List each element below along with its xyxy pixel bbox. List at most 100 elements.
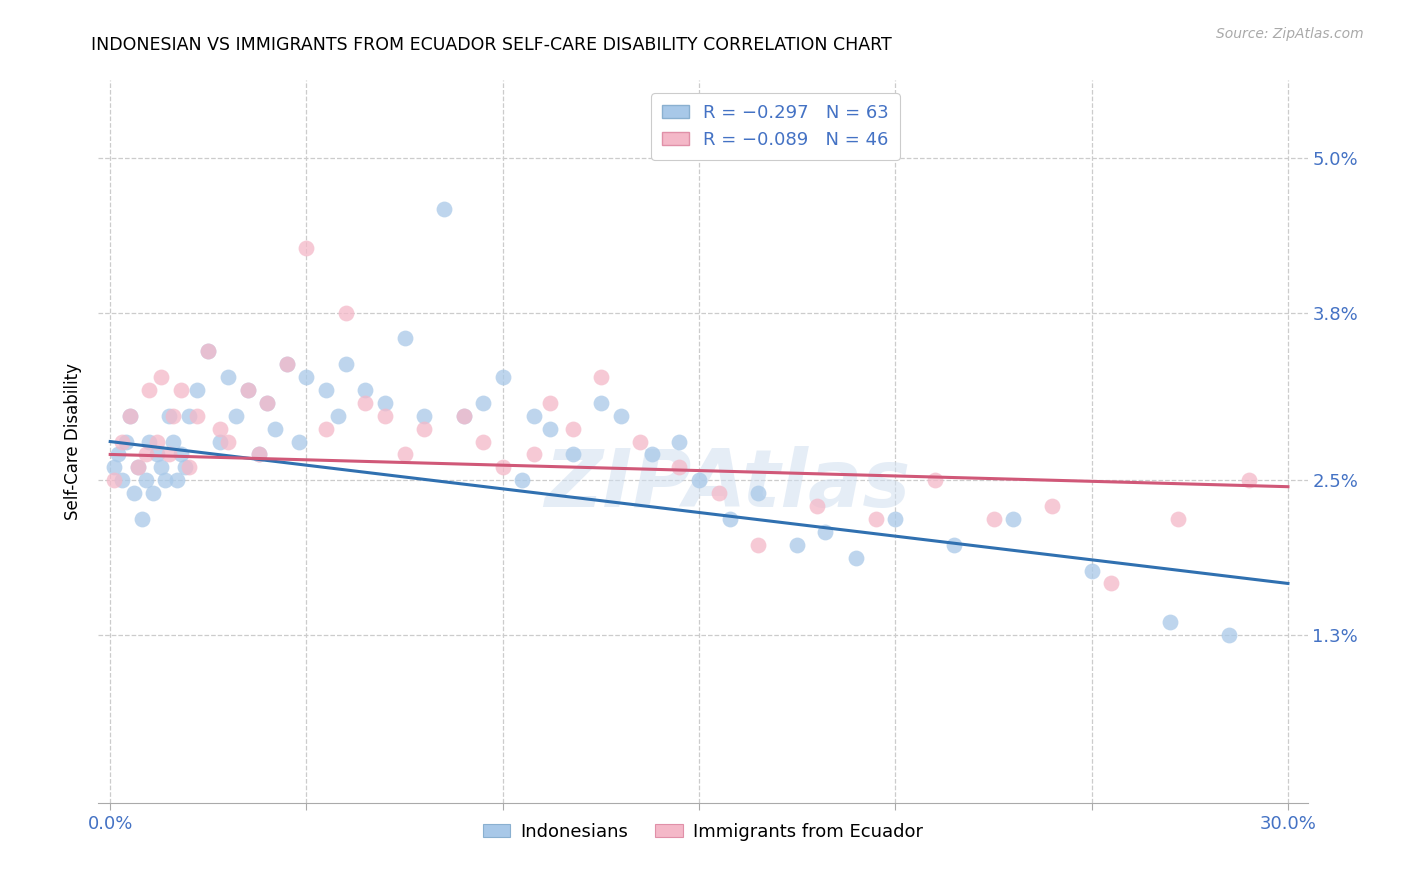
Point: [983, 512, 1005, 526]
Point: [354, 383, 377, 397]
Point: [512, 473, 534, 487]
Point: [492, 370, 515, 384]
Point: [177, 409, 200, 423]
Point: [720, 512, 742, 526]
Point: [157, 409, 180, 423]
Point: [295, 241, 318, 255]
Text: INDONESIAN VS IMMIGRANTS FROM ECUADOR SELF-CARE DISABILITY CORRELATION CHART: INDONESIAN VS IMMIGRANTS FROM ECUADOR SE…: [91, 36, 893, 54]
Point: [111, 434, 134, 449]
Point: [197, 344, 219, 359]
Point: [1042, 499, 1064, 513]
Point: [276, 357, 298, 371]
Point: [142, 486, 165, 500]
Point: [256, 396, 278, 410]
Point: [197, 344, 219, 359]
Point: [315, 383, 337, 397]
Point: [247, 447, 270, 461]
Point: [688, 473, 710, 487]
Point: [146, 447, 169, 461]
Point: [747, 538, 769, 552]
Point: [394, 447, 416, 461]
Point: [247, 447, 270, 461]
Point: [162, 409, 184, 423]
Point: [884, 512, 907, 526]
Point: [413, 409, 436, 423]
Point: [173, 460, 195, 475]
Point: [472, 396, 495, 410]
Point: [433, 202, 456, 217]
Legend: Indonesians, Immigrants from Ecuador: Indonesians, Immigrants from Ecuador: [475, 815, 931, 848]
Point: [562, 422, 585, 436]
Point: [236, 383, 259, 397]
Point: [127, 460, 149, 475]
Y-axis label: Self-Care Disability: Self-Care Disability: [63, 363, 82, 520]
Point: [538, 396, 561, 410]
Point: [668, 434, 690, 449]
Point: [103, 460, 125, 475]
Point: [276, 357, 298, 371]
Point: [806, 499, 828, 513]
Point: [177, 460, 200, 475]
Point: [118, 409, 141, 423]
Point: [668, 460, 690, 475]
Point: [103, 473, 125, 487]
Point: [628, 434, 651, 449]
Point: [943, 538, 966, 552]
Point: [131, 512, 153, 526]
Point: [786, 538, 808, 552]
Point: [374, 396, 396, 410]
Point: [865, 512, 887, 526]
Point: [186, 409, 208, 423]
Point: [217, 434, 239, 449]
Point: [335, 305, 357, 319]
Point: [354, 396, 377, 410]
Point: [814, 524, 837, 539]
Point: [326, 409, 349, 423]
Point: [162, 434, 184, 449]
Point: [845, 550, 868, 565]
Point: [589, 396, 612, 410]
Point: [295, 370, 318, 384]
Point: [118, 409, 141, 423]
Point: [453, 409, 475, 423]
Point: [523, 409, 546, 423]
Point: [747, 486, 769, 500]
Point: [122, 486, 145, 500]
Point: [523, 447, 546, 461]
Point: [1099, 576, 1122, 591]
Point: [170, 447, 193, 461]
Point: [138, 434, 160, 449]
Point: [209, 434, 232, 449]
Text: ZIPAtlas: ZIPAtlas: [544, 446, 910, 524]
Point: [236, 383, 259, 397]
Point: [157, 447, 180, 461]
Point: [1002, 512, 1025, 526]
Point: [453, 409, 475, 423]
Point: [150, 370, 173, 384]
Text: Source: ZipAtlas.com: Source: ZipAtlas.com: [1216, 27, 1364, 41]
Point: [315, 422, 337, 436]
Point: [170, 383, 193, 397]
Point: [135, 447, 157, 461]
Point: [1218, 628, 1240, 642]
Point: [472, 434, 495, 449]
Point: [1159, 615, 1181, 630]
Point: [707, 486, 730, 500]
Point: [127, 460, 149, 475]
Point: [186, 383, 208, 397]
Point: [138, 383, 160, 397]
Point: [111, 473, 134, 487]
Point: [209, 422, 232, 436]
Point: [538, 422, 561, 436]
Point: [492, 460, 515, 475]
Point: [924, 473, 946, 487]
Point: [609, 409, 631, 423]
Point: [115, 434, 138, 449]
Point: [413, 422, 436, 436]
Point: [1080, 564, 1102, 578]
Point: [107, 447, 129, 461]
Point: [150, 460, 173, 475]
Point: [166, 473, 188, 487]
Point: [146, 434, 169, 449]
Point: [394, 331, 416, 345]
